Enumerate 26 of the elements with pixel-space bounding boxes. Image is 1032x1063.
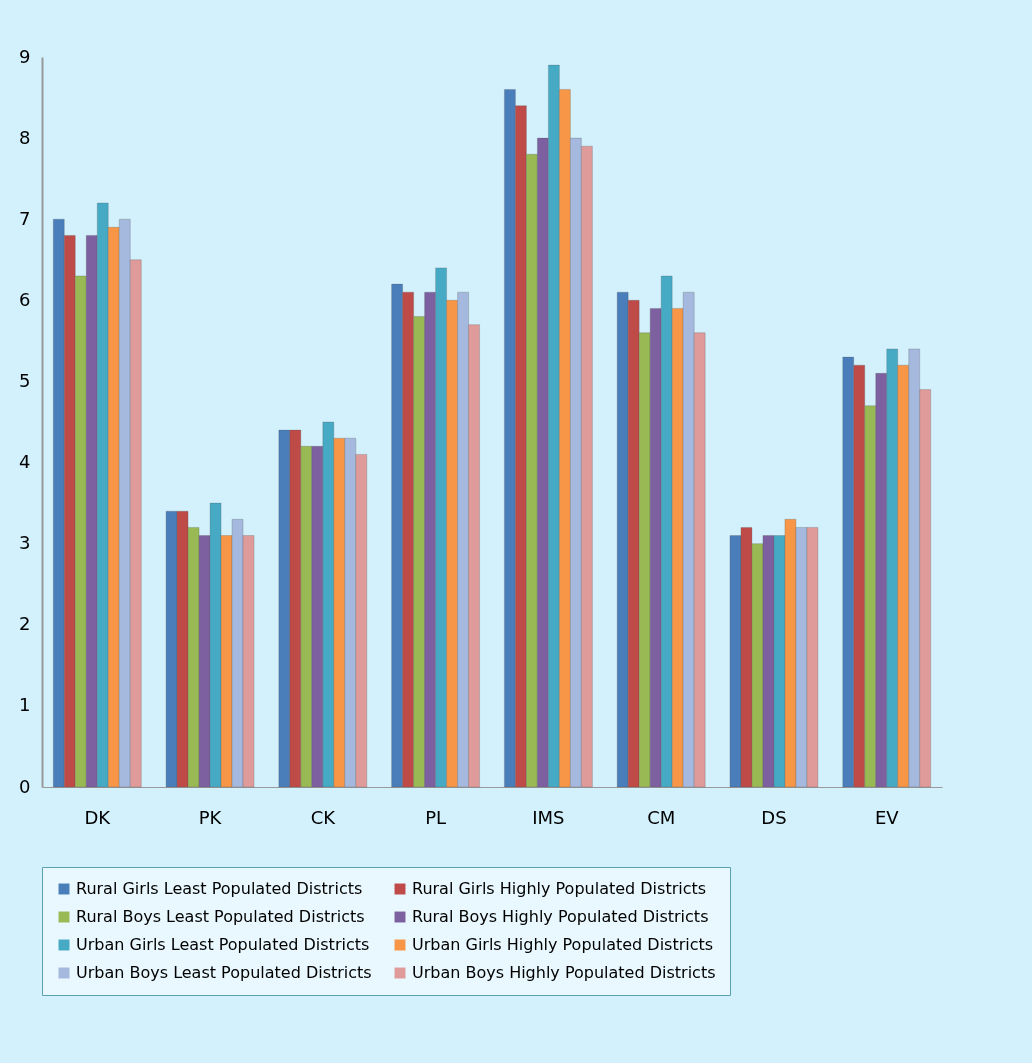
x-tick-label: PK [198, 806, 223, 828]
legend-label: Urban Girls Highly Populated Districts [412, 935, 714, 954]
y-tick-label: 7 [19, 207, 31, 229]
x-tick-label: DK [84, 806, 112, 828]
y-tick-label: 2 [19, 613, 31, 635]
y-tick-label: 0 [19, 775, 31, 797]
x-tick-label: CM [647, 806, 676, 828]
legend-label: Urban Boys Highly Populated Districts [412, 963, 716, 982]
x-tick-label: IMS [532, 806, 565, 828]
y-tick-label: 4 [19, 451, 31, 473]
y-tick-label: 3 [19, 532, 31, 554]
legend-label: Rural Girls Least Populated Districts [76, 879, 363, 898]
y-tick-label: 5 [19, 369, 31, 391]
x-tick-label: DS [761, 806, 787, 828]
y-tick-label: 1 [19, 694, 31, 716]
x-tick-label: PL [425, 806, 447, 828]
x-tick-label: EV [874, 806, 900, 828]
legend-label: Rural Boys Least Populated Districts [76, 907, 365, 926]
legend-label: Rural Girls Highly Populated Districts [412, 879, 707, 898]
legend-label: Urban Boys Least Populated Districts [76, 963, 372, 982]
legend-label: Urban Girls Least Populated Districts [76, 935, 370, 954]
y-tick-label: 8 [19, 126, 31, 148]
y-tick-label: 6 [19, 288, 31, 310]
y-tick-label: 9 [19, 45, 31, 67]
legend-label: Rural Boys Highly Populated Districts [412, 907, 709, 926]
x-tick-label: CK [310, 806, 337, 828]
